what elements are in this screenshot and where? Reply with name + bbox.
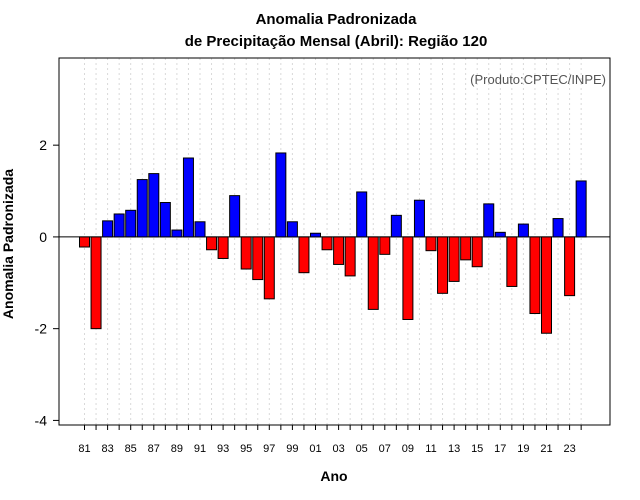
x-tick-label: 81 xyxy=(78,443,90,455)
x-axis: 81 83 85 87 89 91 93 95 97 99 01 03 05 07 09 11 13 15 17 19… xyxy=(78,425,582,455)
bar-2012 xyxy=(437,236,449,294)
bar-2011 xyxy=(425,236,437,252)
bar-2005 xyxy=(356,191,368,238)
bar-2002 xyxy=(321,236,333,251)
y-tick-label: -2 xyxy=(35,321,48,337)
bar-1994 xyxy=(229,195,241,238)
bar-2021 xyxy=(541,236,552,334)
bar-2003 xyxy=(333,236,345,265)
bar-2000 xyxy=(298,236,310,274)
bar-1981 xyxy=(79,236,90,248)
grid-lines xyxy=(84,58,582,425)
bar-1989 xyxy=(171,229,183,238)
bar-1996 xyxy=(252,236,264,281)
x-tick-label: 83 xyxy=(101,443,113,455)
bar-1992 xyxy=(206,236,218,251)
x-tick-label: 03 xyxy=(332,443,344,455)
chart-title-line1: Anomalia Padronizada xyxy=(256,11,418,28)
x-tick-label: 09 xyxy=(402,443,414,455)
bar-2007 xyxy=(379,236,391,255)
x-tick-label: 93 xyxy=(217,443,229,455)
x-tick-label: 07 xyxy=(379,443,391,455)
y-tick-label: -4 xyxy=(35,412,48,428)
bars-group xyxy=(79,152,587,334)
bar-1995 xyxy=(240,236,252,270)
bar-2004 xyxy=(344,236,356,277)
x-tick-label: 19 xyxy=(517,443,529,455)
y-tick-label: 0 xyxy=(39,229,47,245)
bar-2001 xyxy=(310,232,321,238)
bar-1984 xyxy=(113,213,125,238)
bar-1997 xyxy=(263,236,275,300)
x-tick-label: 05 xyxy=(356,443,368,455)
bar-1985 xyxy=(125,209,137,238)
x-tick-label: 17 xyxy=(494,443,506,455)
bar-2024 xyxy=(575,180,587,238)
bar-2023 xyxy=(564,236,576,297)
bar-2013 xyxy=(448,236,460,282)
x-tick-label: 13 xyxy=(448,443,460,455)
bar-2015 xyxy=(471,236,483,268)
chart-title-line2: de Precipitação Mensal (Abril): Região 1… xyxy=(185,33,488,50)
bar-2010 xyxy=(413,199,425,238)
y-axis: -4 -2 0 2 xyxy=(35,137,59,428)
bar-2022 xyxy=(552,218,564,238)
x-tick-label: 87 xyxy=(148,443,160,455)
x-tick-label: 99 xyxy=(286,443,298,455)
bar-1986 xyxy=(136,179,148,238)
bar-1988 xyxy=(159,202,171,238)
x-tick-label: 85 xyxy=(125,443,137,455)
bar-1993 xyxy=(217,236,229,259)
bar-2008 xyxy=(390,214,402,238)
bar-2020 xyxy=(529,236,541,315)
x-tick-label: 15 xyxy=(471,443,483,455)
bar-2009 xyxy=(402,236,414,320)
bar-1982 xyxy=(90,236,102,330)
credit-label: (Produto:CPTEC/INPE) xyxy=(470,72,606,87)
bar-2014 xyxy=(460,236,472,261)
x-tick-label: 23 xyxy=(563,443,575,455)
bar-2017 xyxy=(494,231,506,238)
bar-1987 xyxy=(148,173,160,238)
x-tick-label: 91 xyxy=(194,443,206,455)
x-tick-label: 11 xyxy=(425,443,436,455)
bar-2019 xyxy=(517,223,529,238)
plot-frame xyxy=(58,57,611,426)
x-tick-label: 95 xyxy=(240,443,252,455)
x-tick-label: 97 xyxy=(263,443,275,455)
bar-1983 xyxy=(102,220,114,238)
bar-2006 xyxy=(367,236,379,310)
x-axis-title: Ano xyxy=(320,468,347,484)
bar-1991 xyxy=(194,221,206,238)
x-tick-label: 01 xyxy=(309,443,321,455)
bar-1990 xyxy=(182,157,194,238)
bar-1998 xyxy=(275,152,287,238)
bar-2016 xyxy=(483,203,495,238)
y-axis-title: Anomalia Padronizada xyxy=(0,169,16,319)
bar-2018 xyxy=(506,236,518,287)
y-tick-label: 2 xyxy=(39,137,47,153)
x-tick-label: 89 xyxy=(171,443,183,455)
bar-1999 xyxy=(286,221,298,238)
x-tick-label: 21 xyxy=(540,443,552,455)
